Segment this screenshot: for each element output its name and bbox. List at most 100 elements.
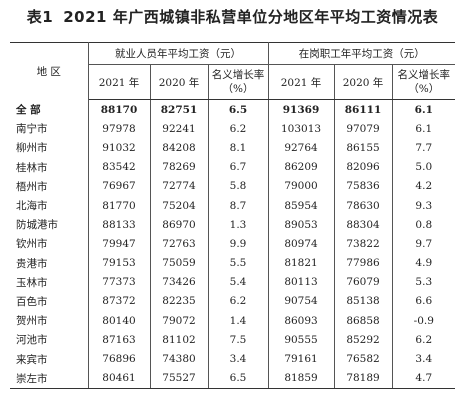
staff-2021-cell: 90555: [268, 330, 335, 350]
staff-2021-cell: 81859: [268, 368, 335, 389]
staff-2020-cell: 76582: [334, 349, 393, 369]
region-cell: 防城港市: [10, 215, 89, 235]
region-cell: 钦州市: [10, 234, 89, 254]
region-header: 地 区: [10, 42, 89, 100]
staff-growth-header: 名义增长率 （%）: [392, 64, 456, 100]
staff-2020-cell: 82096: [334, 157, 393, 177]
employee-growth-cell: 6.5: [208, 99, 269, 120]
staff-2020-cell: 77986: [334, 253, 393, 273]
growth-unit: （%）: [408, 83, 440, 95]
staff-2020-cell: 76079: [334, 272, 393, 292]
staff-growth-cell: 6.6: [415, 295, 433, 308]
staff-2020-cell: 75836: [334, 176, 393, 196]
staff-2021-cell: 80974: [268, 234, 335, 254]
employee-2020-cell: 73426: [150, 272, 209, 292]
table-row: 钦州市 79947 72763 9.9 80974 73822 9.7: [10, 234, 455, 254]
staff-2021-cell: 86209: [268, 157, 335, 177]
employee-2021-cell: 77373: [88, 272, 151, 292]
employee-2020-header: 2020 年: [150, 64, 209, 100]
staff-2020-cell: 78189: [334, 368, 393, 389]
region-cell: 崇左市: [10, 368, 89, 389]
staff-growth-cell: 7.7: [415, 141, 433, 154]
staff-2020-cell: 78630: [334, 195, 393, 216]
region-cell: 柳州市: [10, 138, 89, 158]
region-cell: 南宁市: [10, 119, 89, 139]
employee-growth-cell: 7.5: [208, 330, 269, 350]
staff-growth-cell: 4.2: [415, 180, 433, 193]
staff-2021-cell: 89053: [268, 215, 335, 235]
growth-unit: （%）: [222, 83, 254, 95]
staff-2020-cell: 85292: [334, 330, 393, 350]
employee-growth-cell: 6.5: [208, 368, 269, 389]
table-row: 贺州市 80140 79072 1.4 86093 86858 -0.9: [10, 311, 455, 331]
region-cell: 桂林市: [10, 157, 89, 177]
employee-2020-cell: 84208: [150, 138, 209, 158]
employee-2020-cell: 72774: [150, 176, 209, 196]
employee-2021-cell: 88170: [88, 99, 151, 120]
employee-growth-cell: 1.4: [208, 311, 269, 331]
staff-2021-cell: 103013: [268, 119, 335, 139]
employee-2021-cell: 79947: [88, 234, 151, 254]
staff-growth-cell: 9.3: [415, 199, 433, 212]
region-cell: 来宾市: [10, 349, 89, 369]
staff-2021-cell: 81821: [268, 253, 335, 273]
staff-2020-cell: 86111: [334, 99, 393, 120]
staff-2021-header: 2021 年: [268, 64, 335, 100]
staff-2021-cell: 86093: [268, 311, 335, 331]
staff-growth-cell: 5.0: [415, 161, 433, 174]
employee-2020-cell: 82235: [150, 291, 209, 312]
region-cell: 贺州市: [10, 311, 89, 331]
employee-growth-cell: 6.2: [208, 291, 269, 312]
employee-2021-cell: 80140: [88, 311, 151, 331]
employee-2021-cell: 76896: [88, 349, 151, 369]
employee-2021-cell: 97978: [88, 119, 151, 139]
region-cell: 全 部: [10, 99, 89, 120]
employee-growth-cell: 6.2: [208, 119, 269, 139]
employee-2021-cell: 88133: [88, 215, 151, 235]
staff-2021-cell: 90754: [268, 291, 335, 312]
staff-2021-cell: 91369: [268, 99, 335, 120]
employee-2021-cell: 91032: [88, 138, 151, 158]
table-row: 崇左市 80461 75527 6.5 81859 78189 4.7: [10, 368, 456, 389]
table-row: 河池市 87163 81102 7.5 90555 85292 6.2: [10, 330, 455, 350]
staff-2020-cell: 86858: [334, 311, 393, 331]
region-cell: 北海市: [10, 195, 89, 216]
employee-2021-header: 2021 年: [88, 64, 151, 100]
staff-2020-cell: 97079: [334, 119, 393, 139]
employee-2021-cell: 80461: [88, 368, 151, 389]
table-row: 梧州市 76967 72774 5.8 79000 75836 4.2: [10, 176, 455, 196]
employee-2020-cell: 79072: [150, 311, 209, 331]
staff-2020-cell: 88304: [334, 215, 393, 235]
region-cell: 梧州市: [10, 176, 89, 196]
staff-growth-cell: 6.1: [414, 103, 433, 116]
employee-growth-cell: 5.8: [208, 176, 269, 196]
employee-2020-cell: 82751: [150, 99, 209, 120]
region-cell: 河池市: [10, 330, 89, 350]
staff-growth-cell: 0.8: [415, 218, 433, 231]
table-row: 南宁市 97978 92241 6.2 103013 97079 6.1: [10, 119, 455, 139]
staff-wage-group-header: 在岗职工年平均工资（元）: [268, 42, 456, 65]
table-row: 来宾市 76896 74380 3.4 79161 76582 3.4: [10, 349, 455, 369]
region-cell: 贵港市: [10, 253, 89, 273]
staff-growth-cell: 4.9: [415, 257, 433, 270]
staff-2021-cell: 79000: [268, 176, 335, 196]
staff-2021-cell: 85954: [268, 195, 335, 216]
employee-growth-cell: 1.3: [208, 215, 269, 235]
table-row: 防城港市 88133 86970 1.3 89053 88304 0.8: [10, 215, 455, 235]
table-number: 表1: [26, 8, 54, 26]
staff-2021-cell: 92764: [268, 138, 335, 158]
table-row: 柳州市 91032 84208 8.1 92764 86155 7.7: [10, 138, 455, 158]
employee-2021-cell: 87372: [88, 291, 151, 312]
total-row: 全 部 88170 82751 6.5 91369 86111 6.1: [10, 99, 455, 120]
employee-growth-cell: 9.9: [208, 234, 269, 254]
staff-2021-cell: 79161: [268, 349, 335, 369]
employee-growth-cell: 8.1: [208, 138, 269, 158]
staff-growth-cell: 5.3: [415, 276, 433, 289]
staff-2020-cell: 86155: [334, 138, 393, 158]
table-row: 北海市 81770 75204 8.7 85954 78630 9.3: [10, 195, 455, 216]
staff-growth-cell: 4.7: [392, 368, 456, 389]
employee-2020-cell: 75204: [150, 195, 209, 216]
table-title-text: 2021 年广西城镇非私营单位分地区年平均工资情况表: [63, 8, 439, 26]
region-cell: 玉林市: [10, 272, 89, 292]
employee-2021-cell: 79153: [88, 253, 151, 273]
